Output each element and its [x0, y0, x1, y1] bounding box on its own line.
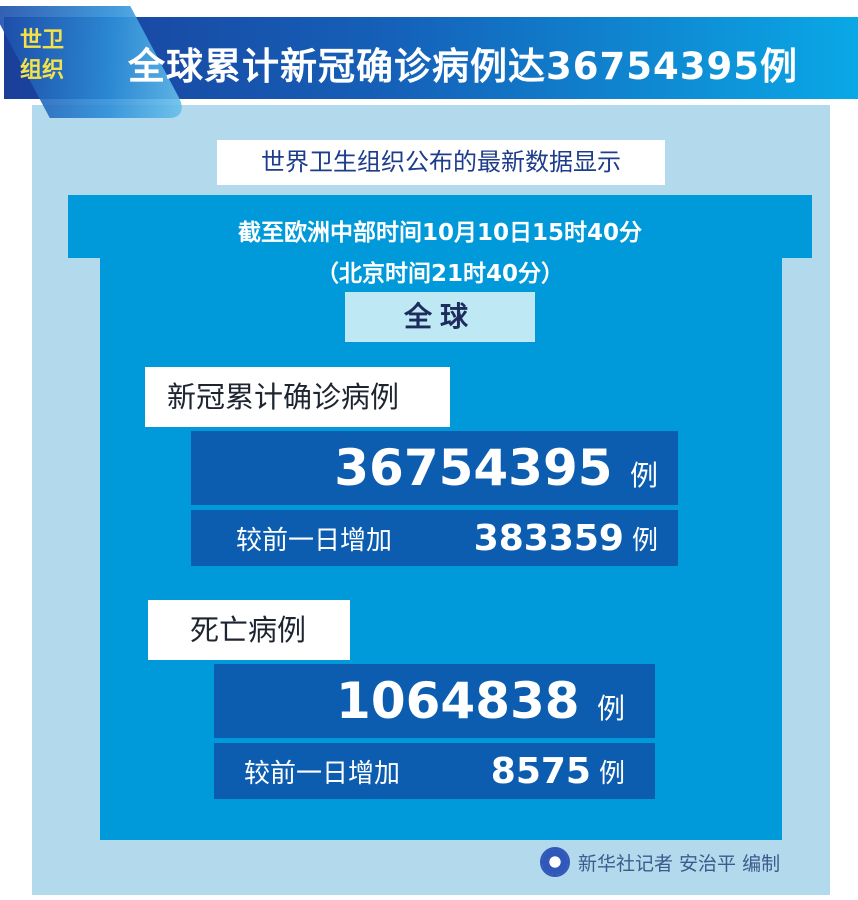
unit: 例 [598, 758, 625, 789]
xinhua-logo-icon [540, 847, 570, 877]
deaths-increase-value: 8575 [490, 750, 591, 792]
confirmed-label: 新冠累计确诊病例 [145, 367, 450, 427]
deaths-total: 1064838 例 [214, 664, 655, 738]
badge-line2: 组织 [19, 58, 64, 83]
badge-line1: 世卫 [19, 28, 64, 53]
page-title: 全球累计新冠确诊病例达36754395例 [128, 45, 798, 88]
unit: 例 [629, 459, 658, 492]
confirmed-total: 36754395 例 [191, 431, 678, 505]
confirmed-increase-value: 383359 [473, 517, 624, 559]
deaths-increase: 较前一日增加 8575 例 [214, 743, 655, 799]
increase-label: 较前一日增加 [244, 758, 401, 789]
unit: 例 [631, 525, 658, 556]
time-line1: 截至欧洲中部时间10月10日15时40分 [237, 220, 643, 246]
credit-text: 新华社记者 安治平 编制 [578, 852, 781, 875]
deaths-label: 死亡病例 [148, 600, 350, 660]
time-line2: （北京时间21时40分） [315, 261, 564, 287]
who-badge: 世卫 组织 [10, 26, 74, 92]
time-band [68, 195, 812, 258]
unit: 例 [596, 692, 625, 725]
confirmed-total-value: 36754395 [334, 439, 613, 497]
confirmed-increase: 较前一日增加 383359 例 [191, 510, 678, 566]
deaths-total-value: 1064838 [336, 672, 580, 730]
increase-label: 较前一日增加 [236, 525, 393, 556]
credit: 新华社记者 安治平 编制 [540, 847, 780, 877]
subtitle: 世界卫生组织公布的最新数据显示 [217, 140, 665, 185]
region-label: 全球 [345, 292, 535, 342]
